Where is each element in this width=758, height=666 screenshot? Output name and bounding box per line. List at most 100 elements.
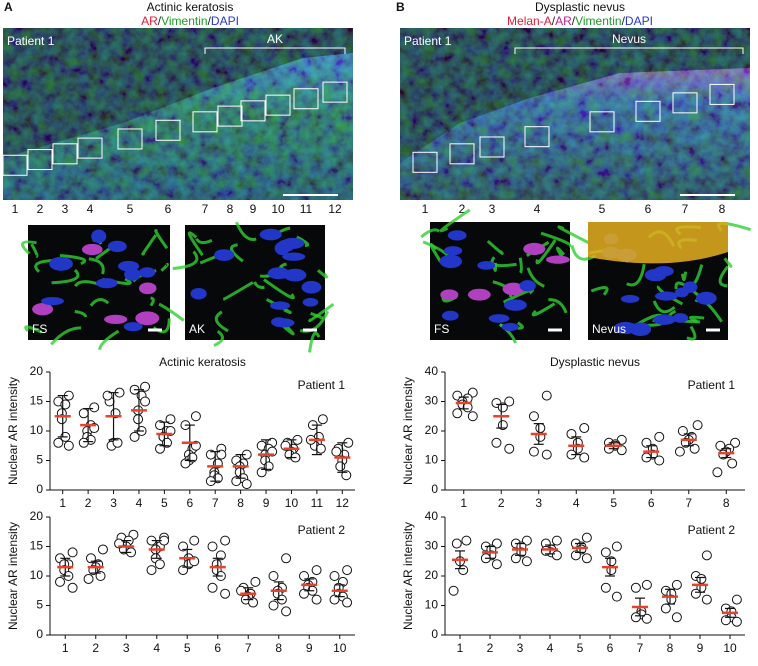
y-tick-label: 20	[30, 509, 44, 523]
region-number: 3	[62, 202, 69, 216]
fiber	[557, 225, 591, 245]
fiber	[98, 329, 120, 350]
data-point	[248, 597, 259, 608]
data-point	[331, 446, 342, 457]
nucleus	[214, 249, 235, 261]
x-tick-label: 10	[723, 641, 737, 655]
region-number: 4	[87, 202, 94, 216]
fiber	[316, 269, 329, 279]
fiber	[299, 310, 330, 333]
region-box	[449, 143, 475, 165]
data-point	[712, 467, 723, 478]
x-tick-label: 3	[110, 496, 117, 510]
data-point	[690, 588, 701, 599]
data-point	[112, 437, 123, 448]
region-number: 11	[300, 202, 313, 216]
data-point	[581, 532, 592, 543]
fiber	[235, 221, 257, 241]
data-point	[641, 613, 652, 624]
fiber	[531, 302, 556, 317]
region-box	[709, 83, 735, 105]
data-point	[335, 461, 346, 472]
nucleus	[271, 318, 295, 328]
patient-label: Patient 1	[404, 34, 452, 48]
zoom-label: FS	[434, 322, 449, 336]
nucleus	[259, 228, 282, 241]
fiber	[308, 302, 335, 323]
fiber	[195, 237, 213, 245]
y-tick-label: 30	[425, 539, 439, 553]
region-number: 12	[328, 202, 342, 216]
nucleus	[138, 267, 156, 278]
nucleus	[49, 256, 73, 271]
data-point	[281, 606, 292, 617]
region-number: 7	[202, 202, 209, 216]
fiber	[141, 234, 158, 256]
melan-a	[588, 222, 728, 264]
data-point	[677, 426, 688, 436]
data-point	[250, 576, 261, 587]
data-point	[97, 544, 108, 555]
nucleus	[274, 241, 290, 256]
x-tick-label: 3	[535, 496, 542, 510]
x-tick-label: 1	[457, 641, 464, 655]
data-point	[329, 571, 340, 581]
nucleus	[545, 255, 570, 264]
data-point	[731, 616, 742, 627]
nucleus	[117, 260, 140, 272]
fiber	[74, 309, 88, 318]
data-point	[504, 396, 515, 407]
data-point	[140, 381, 151, 392]
data-point	[497, 402, 508, 413]
y-tick-label: 15	[30, 394, 44, 408]
data-point	[155, 443, 166, 454]
data-point	[317, 414, 328, 425]
data-point	[452, 408, 463, 419]
data-point	[462, 402, 473, 413]
data-point	[696, 573, 707, 584]
fiber	[88, 257, 105, 275]
y-tick-label: 0	[36, 627, 43, 641]
data-point	[579, 423, 590, 434]
y-tick-label: 0	[431, 627, 438, 641]
data-point	[671, 612, 682, 623]
data-point	[133, 414, 144, 425]
nucleus	[135, 311, 160, 326]
fiber	[686, 325, 697, 341]
nucleus	[620, 294, 640, 303]
zoom-label: FS	[32, 322, 47, 336]
fiber	[308, 331, 321, 353]
fiber	[548, 298, 568, 314]
x-tick-label: 5	[610, 496, 617, 510]
stain: Vimentin	[161, 14, 207, 28]
data-point	[180, 458, 191, 469]
data-point	[579, 452, 590, 463]
region-label: AK	[267, 32, 283, 46]
data-point	[611, 591, 622, 602]
region-box	[52, 143, 78, 165]
region-number: 5	[599, 202, 606, 216]
x-tick-label: 2	[487, 641, 494, 655]
data-point	[541, 390, 552, 401]
region-box	[265, 94, 291, 116]
stain: /	[158, 14, 162, 28]
x-tick-label: 4	[153, 641, 160, 655]
nucleus	[81, 243, 103, 256]
data-point	[671, 579, 682, 590]
data-point	[504, 443, 515, 454]
data-point	[521, 556, 532, 567]
data-point	[95, 571, 106, 581]
data-point	[630, 582, 641, 593]
fiber	[59, 253, 87, 265]
stain-legend: Melan-A/AR/Vimentin/DAPI	[507, 14, 653, 28]
data-point	[53, 437, 64, 448]
nucleus	[282, 252, 306, 261]
patient-label: Patient 2	[298, 523, 346, 537]
data-point	[467, 411, 478, 422]
y-tick-label: 5	[36, 453, 43, 467]
region-number: 6	[645, 202, 652, 216]
data-point	[692, 420, 703, 431]
data-point	[660, 603, 671, 614]
panel-title: Dysplastic nevus	[535, 0, 625, 14]
